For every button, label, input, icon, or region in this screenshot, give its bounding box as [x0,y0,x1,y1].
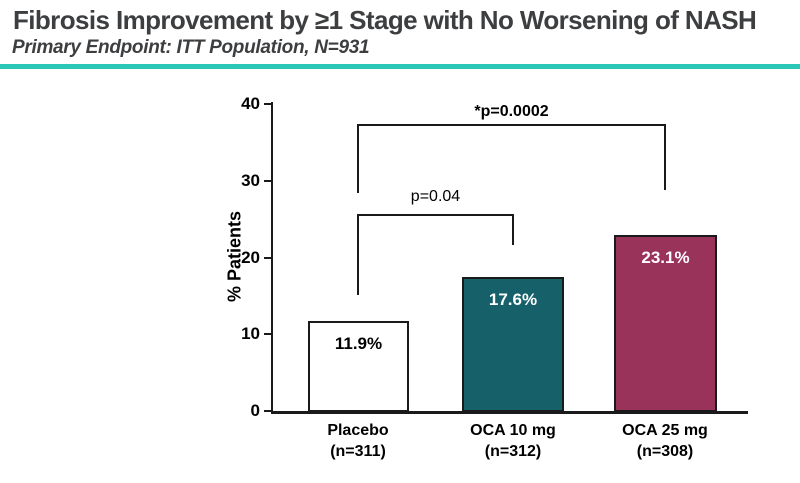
sig-bracket-p004-left [357,214,359,295]
sig-bracket-p00002-left [357,124,359,193]
page-title: Fibrosis Improvement by ≥1 Stage with No… [13,5,757,35]
y-tick [264,333,273,335]
x-axis-line [271,411,748,414]
bar-value-label: 17.6% [488,290,538,309]
sig-bracket-p00002-line [357,124,666,126]
y-tick-label: 10 [241,324,260,343]
sig-bracket-p004-right [512,214,514,245]
y-tick [264,180,273,182]
y-tick [264,257,273,259]
y-tick [264,103,273,105]
x-category-label-oca-10mg: OCA 10 mg (n=312) [470,422,556,460]
x-category-label-placebo: Placebo (n=311) [327,422,389,460]
bar-value-label: 11.9% [334,334,383,353]
page-subtitle: Primary Endpoint: ITT Population, N=931 [12,37,370,58]
bar-value-label: 23.1% [641,248,690,267]
sig-label-p00002: *p=0.0002 [474,103,549,120]
bar-placebo: 11.9% [308,321,409,412]
header-rule [0,64,800,69]
sig-bracket-p00002-right [664,124,666,190]
y-tick-label: 40 [241,94,260,113]
bar-oca-10mg: 17.6% [462,277,564,412]
y-tick-label: 30 [241,171,260,190]
x-category-label-oca-25mg: OCA 25 mg (n=308) [622,422,708,460]
sig-label-p004: p=0.04 [410,188,461,205]
sig-bracket-p004-line [357,214,514,216]
bar-oca-25mg: 23.1% [614,235,717,412]
y-tick-label: 0 [250,401,260,420]
y-tick-label: 20 [241,248,260,267]
y-tick [264,410,273,412]
